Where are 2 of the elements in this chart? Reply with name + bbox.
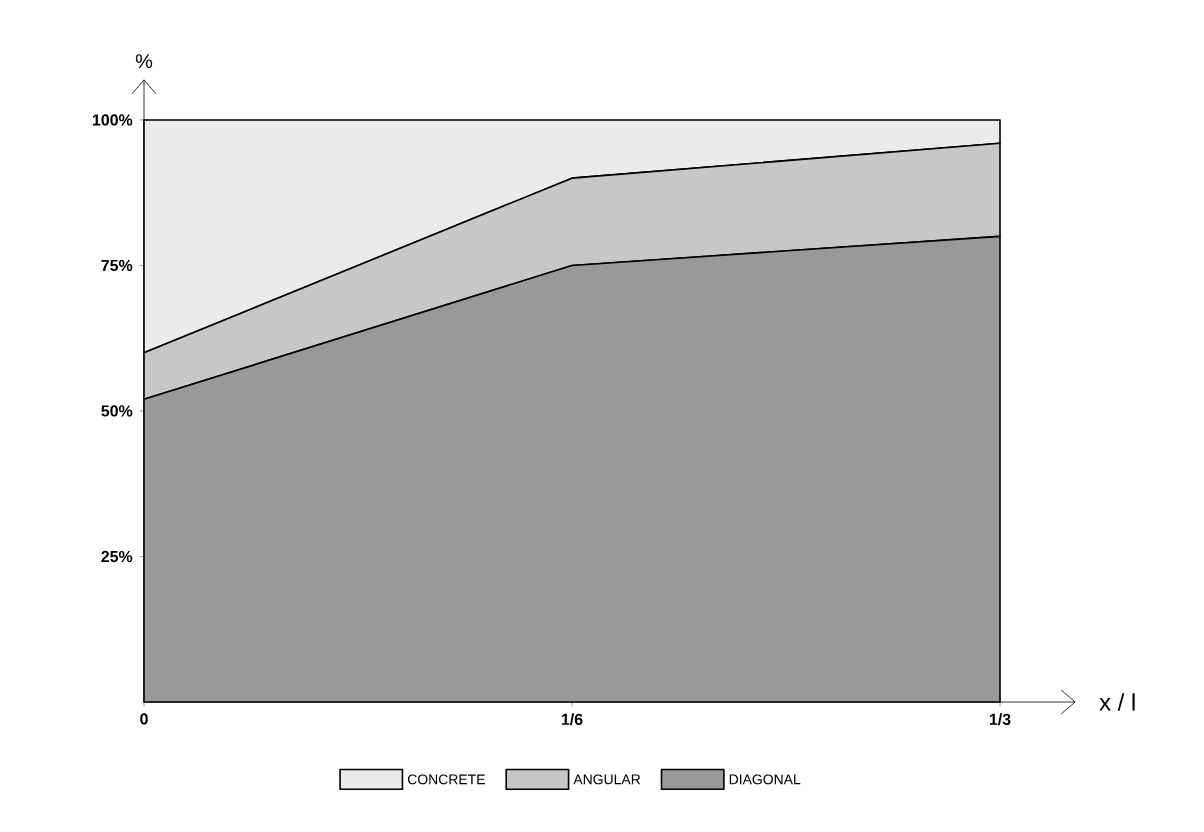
x-axis-title: x / l [1099,693,1135,711]
y-axis-title: % [135,54,153,69]
